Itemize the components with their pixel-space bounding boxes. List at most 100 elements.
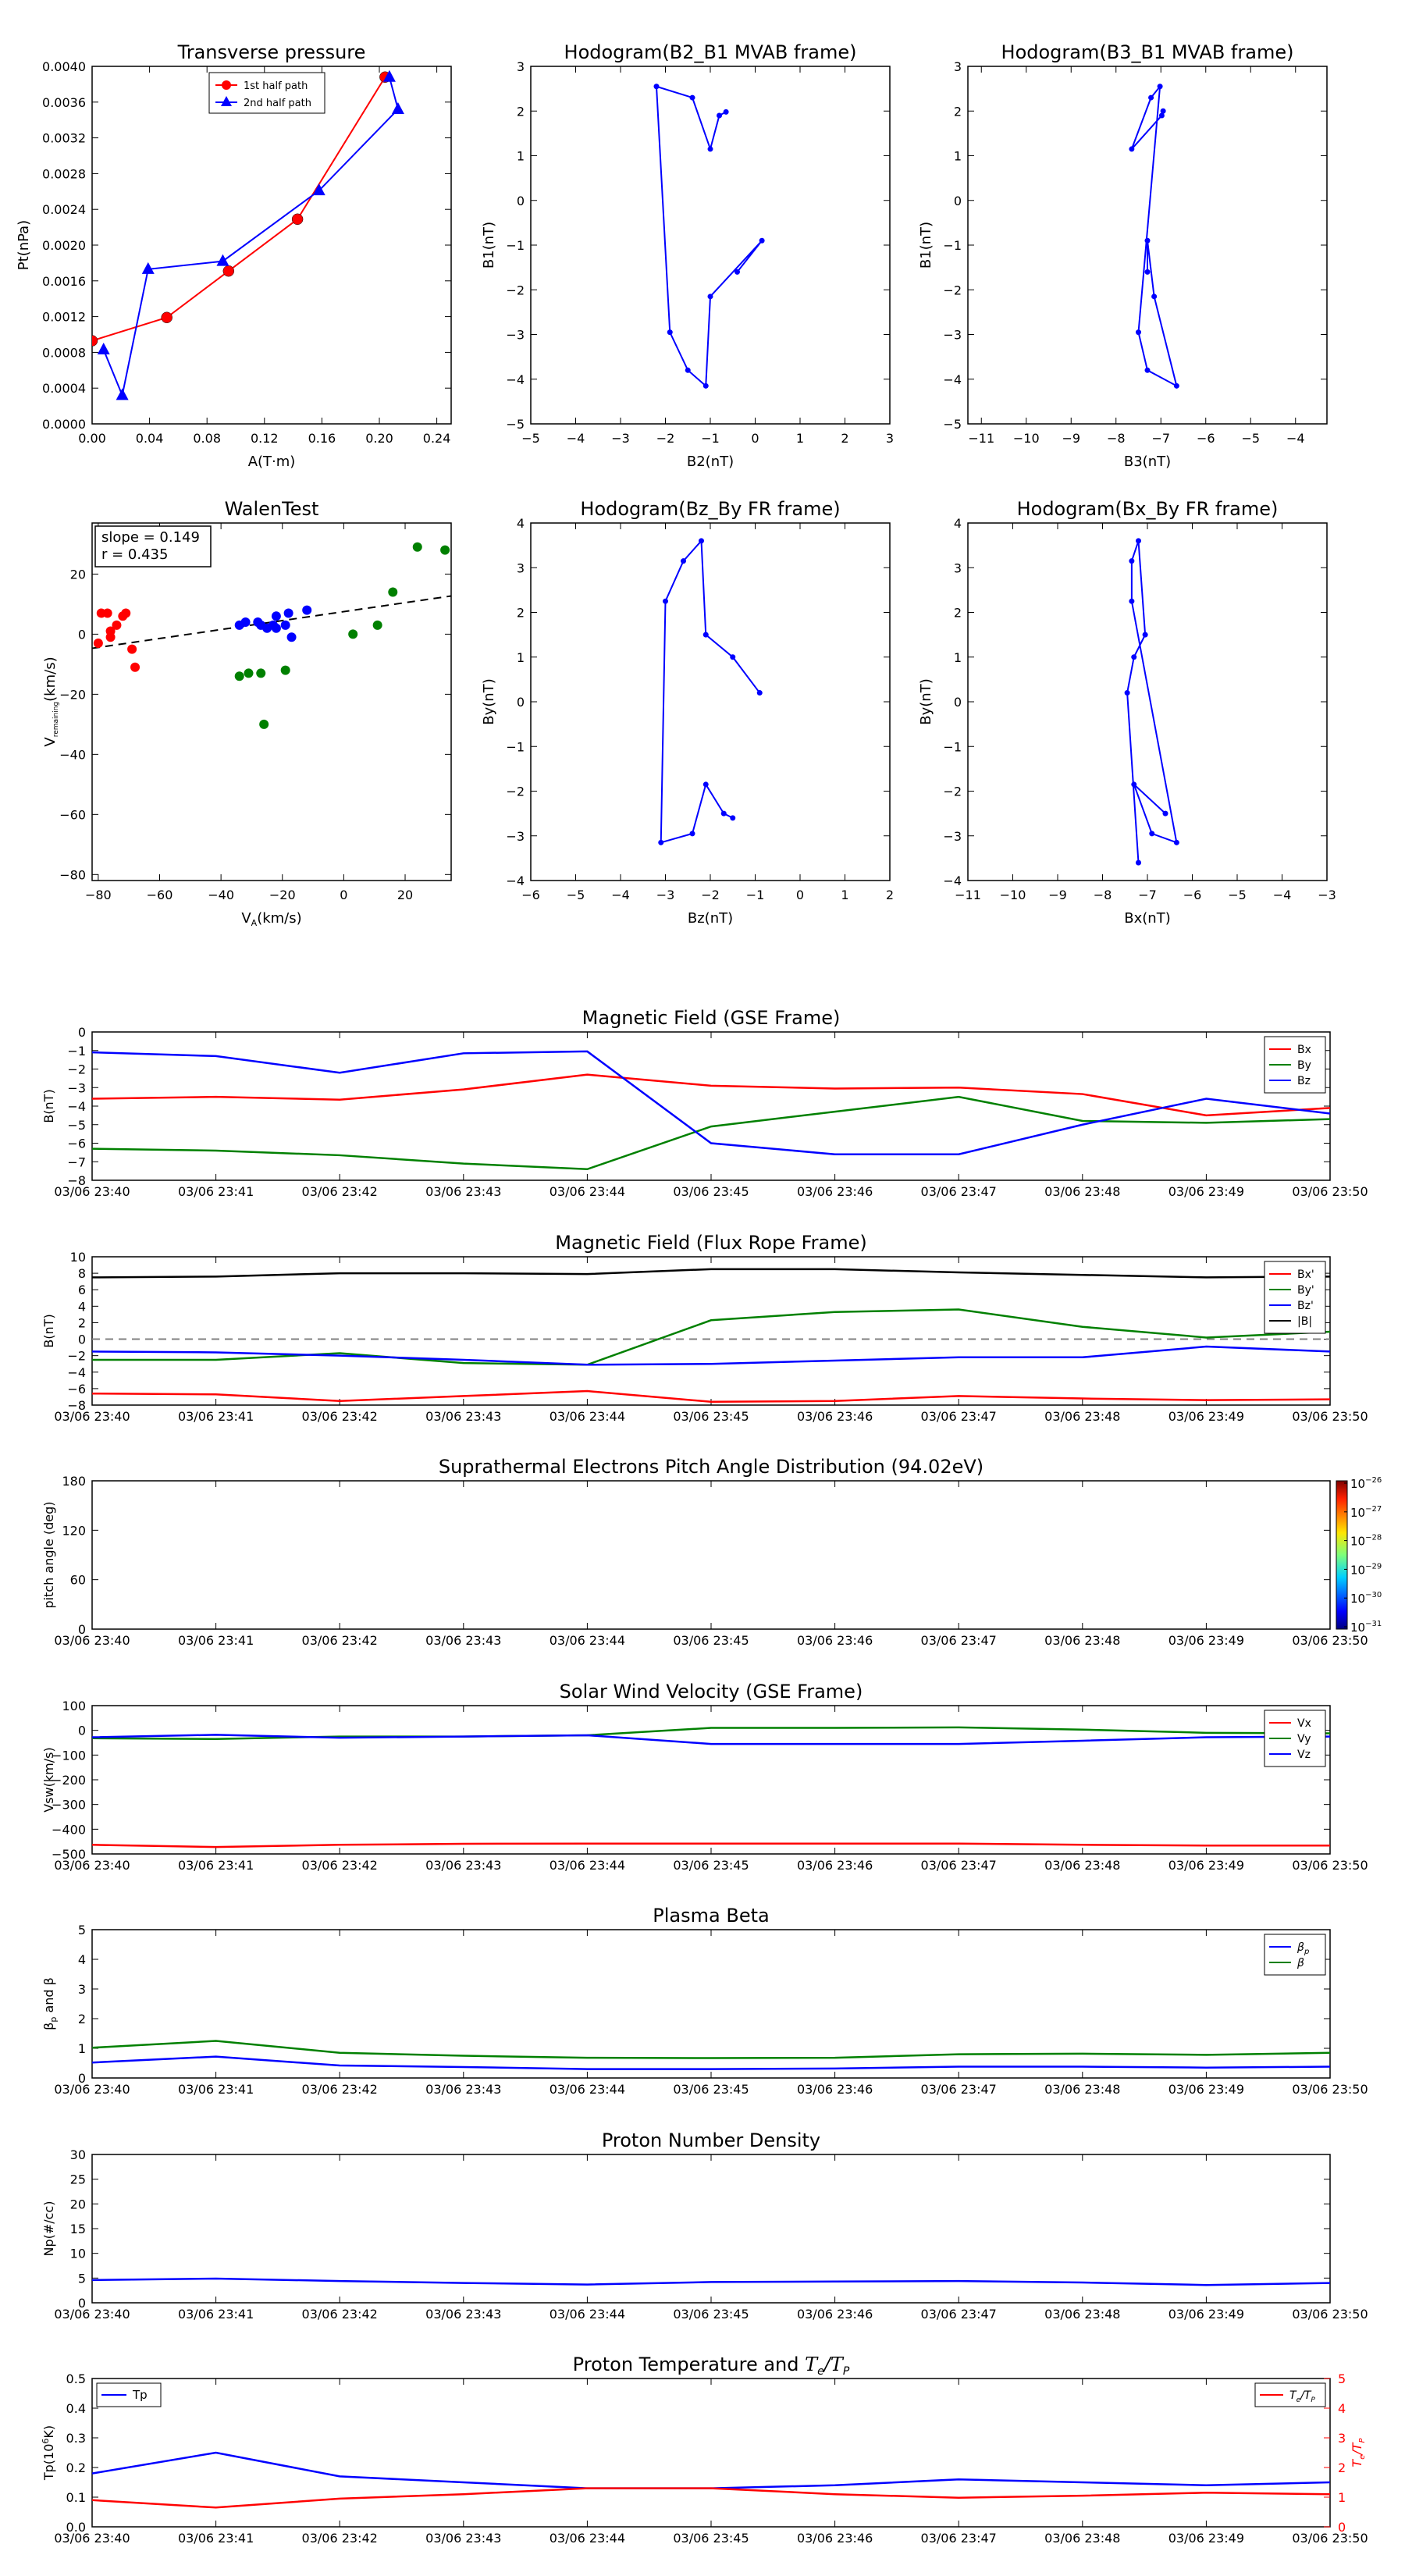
y-tick-label: 0.0008 <box>42 345 86 360</box>
x-tick-label: −3 <box>656 888 675 902</box>
y-tick-label: −8 <box>67 1173 86 1188</box>
data-point <box>663 598 668 604</box>
x-axis-label: B2(nT) <box>687 454 734 470</box>
series-line <box>655 85 763 388</box>
panel-title: WalenTest <box>225 498 319 520</box>
x-axis-label: VA(km/s) <box>241 910 301 928</box>
series-line <box>92 2487 1330 2509</box>
y-axis-label: By(nT) <box>918 678 934 724</box>
y-tick-label: −4 <box>67 1099 86 1114</box>
x-tick-label: 03/06 23:48 <box>1044 1858 1120 1873</box>
panel-title: Proton Temperature and Te/TP <box>573 2354 850 2378</box>
x-tick-label: −5 <box>1241 431 1260 446</box>
data-point <box>222 265 235 277</box>
legend-label: By <box>1297 1059 1311 1072</box>
x-tick-label: −9 <box>1048 888 1067 902</box>
x-tick-label: 03/06 23:44 <box>550 2082 625 2097</box>
x-axis-label: A(T·m) <box>248 454 296 470</box>
plot-area <box>658 538 763 845</box>
y-tick-label: 4 <box>517 516 525 531</box>
y-tick-label: 0.1 <box>66 2490 86 2505</box>
series-line <box>92 2451 1330 2489</box>
y-axis-label: B1(nT) <box>481 222 497 269</box>
plot-frame <box>91 66 452 425</box>
y-axis-label: Vsw(km/s) <box>41 1747 56 1812</box>
x-tick-label: 03/06 23:50 <box>1292 1184 1368 1199</box>
x-tick-label: 03/06 23:47 <box>921 2082 997 2097</box>
x-tick-label: 0.04 <box>136 431 164 446</box>
x-tick-label: 03/06 23:41 <box>178 1409 254 1424</box>
legend-marker <box>222 80 231 90</box>
y-tick-label: 5 <box>78 1923 86 1937</box>
data-point <box>1151 294 1158 300</box>
series-line <box>92 2277 1330 2286</box>
y-axis-label: pitch angle (deg) <box>41 1501 56 1608</box>
x-tick-label: 20 <box>397 888 413 902</box>
x-tick-label: 03/06 23:40 <box>54 1184 130 1199</box>
legend-box <box>1264 1934 1326 1976</box>
y-tick-label: −500 <box>52 1847 86 1862</box>
data-point <box>391 101 404 114</box>
data-point <box>1158 112 1165 119</box>
y-tick-label: 0.0040 <box>42 59 86 74</box>
x-tick-label: 03/06 23:45 <box>673 2082 749 2097</box>
data-point <box>1136 859 1141 866</box>
panel-ts6: Proton Number Density 03/06 23:40 03/06 23… <box>41 2129 1368 2322</box>
legend-label: Bz' <box>1297 1300 1314 1312</box>
x-tick-label: 03/06 23:49 <box>1168 1858 1244 1873</box>
x-tick-label: −10 <box>1013 431 1040 446</box>
data-point <box>658 839 664 845</box>
x-tick-label: 03/06 23:41 <box>178 2531 254 2546</box>
x-tick-label: 03/06 23:48 <box>1044 2307 1120 2322</box>
data-point <box>127 644 137 654</box>
y-tick-label-right: 5 <box>1338 2371 1346 2386</box>
plot-area <box>653 84 765 389</box>
y-tick-label: 10 <box>70 2247 86 2261</box>
y-tick-label: 6 <box>78 1283 86 1297</box>
y-tick-label: 30 <box>70 2147 86 2162</box>
y-tick-label: −1 <box>506 238 525 253</box>
x-tick-label: −10 <box>1000 888 1026 902</box>
legend-label: Te/TP <box>1289 2389 1315 2404</box>
x-tick-label: 03/06 23:42 <box>302 1409 378 1424</box>
y-tick-label: 1 <box>517 149 525 164</box>
y-tick-label: 3 <box>78 1982 86 1997</box>
series-line <box>92 1345 1330 1366</box>
y-axis-label: Np(#/cc) <box>41 2201 56 2257</box>
x-tick-label: 03/06 23:48 <box>1044 1409 1120 1424</box>
panel-ts4: Solar Wind Velocity (GSE Frame) 03/06 23:… <box>41 1681 1368 1873</box>
y-tick-label-right: 1 <box>1338 2490 1346 2505</box>
series-line <box>660 539 761 844</box>
data-point <box>730 654 736 660</box>
x-axis-label: Bx(nT) <box>1124 910 1170 927</box>
data-point <box>234 671 244 681</box>
x-tick-label: −1 <box>701 431 720 446</box>
x-tick-label: 03/06 23:47 <box>921 1858 997 1873</box>
plot-area <box>1124 538 1179 866</box>
y-tick-label: −4 <box>506 372 525 387</box>
y-tick-label: −300 <box>52 1798 86 1813</box>
data-point <box>1173 382 1179 389</box>
series-line <box>92 1268 1330 1279</box>
x-tick-label: −2 <box>701 888 720 902</box>
x-tick-label: −4 <box>567 431 585 446</box>
plot-area <box>92 1050 1330 1171</box>
data-point <box>1149 831 1155 837</box>
y-tick-label: 0.0004 <box>42 381 86 396</box>
data-point <box>1124 690 1130 696</box>
panel-h1: Hodogram(B2_B1 MVAB frame) −5 −4 −3 −2 −1 0 1 2 3… <box>481 41 894 470</box>
series-line <box>92 1073 1330 1117</box>
legend-label: Bx <box>1297 1044 1311 1056</box>
panel-title: Proton Number Density <box>602 2129 820 2151</box>
y-tick-label: −4 <box>943 873 962 888</box>
x-tick-label: 03/06 23:50 <box>1292 2307 1368 2322</box>
legend-box <box>1264 1710 1326 1767</box>
plot-frame <box>91 2378 1331 2528</box>
data-point <box>271 623 281 633</box>
x-tick-label: 03/06 23:43 <box>425 2307 501 2322</box>
data-point <box>1162 810 1168 817</box>
x-tick-label: 03/06 23:46 <box>797 2531 873 2546</box>
x-tick-label: 03/06 23:46 <box>797 1858 873 1873</box>
data-point <box>291 213 304 226</box>
